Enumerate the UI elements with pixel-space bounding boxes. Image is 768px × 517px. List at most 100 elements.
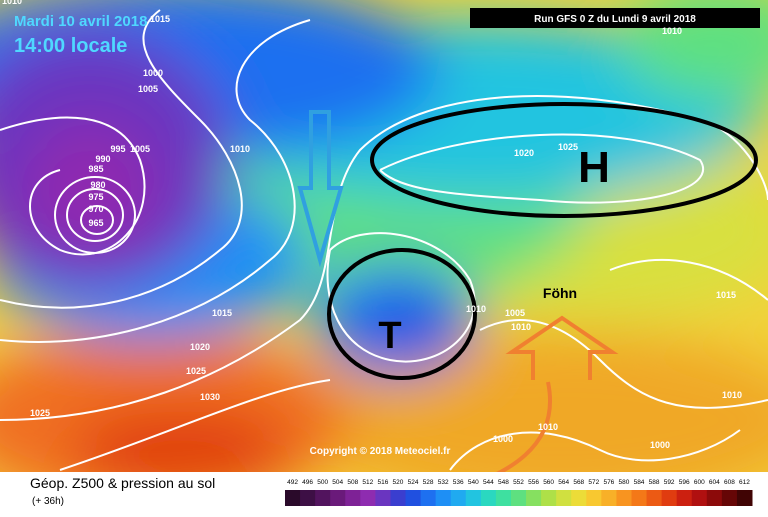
colorbar-swatch — [721, 490, 738, 506]
isobar-label: 990 — [95, 154, 110, 164]
colorbar-label: 508 — [347, 479, 358, 486]
isobar-label: 1015 — [212, 308, 232, 318]
colorbar-swatch — [315, 490, 331, 506]
colorbar-swatch — [526, 490, 542, 506]
colorbar-label: 596 — [679, 479, 690, 486]
colorbar-swatch — [390, 490, 407, 506]
isobar-label: 1000 — [143, 68, 163, 78]
colorbar-label: 556 — [528, 479, 539, 486]
time: 14:00 locale — [14, 35, 127, 57]
colorbar-swatch — [360, 490, 376, 506]
colorbar-swatch — [480, 490, 497, 506]
colorbar-swatch — [736, 490, 753, 506]
colorbar: 492 496 500 504 508 512 516 520 524 528 532 536 540 5… — [285, 479, 753, 506]
colorbar-swatch — [676, 490, 693, 506]
colorbar-label: 536 — [453, 479, 464, 486]
isobar-label: 975 — [88, 192, 103, 202]
colorbar-label: 604 — [709, 479, 720, 486]
colorbar-label: 528 — [423, 479, 434, 486]
colorbar-label: 548 — [498, 479, 509, 486]
isobar-label: 1005 — [130, 144, 150, 154]
isobar-label: 1020 — [514, 148, 534, 158]
colorbar-label: 540 — [468, 479, 479, 486]
colorbar-label: 544 — [483, 479, 494, 486]
colorbar-swatch — [450, 490, 467, 506]
colorbar-label: 608 — [724, 479, 735, 486]
colorbar-label: 520 — [393, 479, 404, 486]
copyright: Copyright © 2018 Meteociel.fr — [310, 446, 451, 457]
date: Mardi 10 avril 2018 — [14, 13, 147, 30]
colorbar-label: 572 — [588, 479, 599, 486]
isobar-label: 1000 — [650, 440, 670, 450]
colorbar-label: 496 — [302, 479, 313, 486]
colorbar-label: 592 — [664, 479, 675, 486]
colorbar-swatch — [345, 490, 361, 506]
colorbar-label: 516 — [377, 479, 388, 486]
isobar-label: 1000 — [493, 434, 513, 444]
colorbar-label: 492 — [287, 479, 298, 486]
isobar-label: 1010 — [511, 322, 531, 332]
colorbar-label: 504 — [332, 479, 343, 486]
colorbar-label: 576 — [603, 479, 614, 486]
colorbar-swatch — [285, 490, 301, 506]
isobar-label: 1025 — [558, 142, 578, 152]
colorbar-swatch — [616, 490, 632, 506]
colorbar-swatch — [510, 490, 527, 506]
isobar-label: 965 — [88, 218, 103, 228]
run-info: Run GFS 0 Z du Lundi 9 avril 2018 — [534, 14, 696, 25]
isobar-label: 1005 — [505, 308, 525, 318]
colorbar-swatch — [586, 490, 602, 506]
colorbar-swatch — [631, 490, 648, 506]
isobar-label: 1010 — [722, 390, 742, 400]
colorbar-label: 552 — [513, 479, 524, 486]
colorbar-label: 568 — [573, 479, 584, 486]
isobar-label: 1030 — [200, 392, 220, 402]
legend-title: Géop. Z500 & pression au sol — [30, 475, 215, 491]
colorbar-swatch — [465, 490, 482, 506]
low-label: T — [378, 315, 401, 357]
colorbar-swatch — [541, 490, 557, 506]
isobar-label: 980 — [90, 180, 105, 190]
pressure-systems — [327, 102, 758, 380]
colorbar-label: 612 — [739, 479, 750, 486]
flow-arrow — [297, 110, 344, 268]
isobar-label: 995 — [110, 144, 125, 154]
colorbar-label: 580 — [619, 479, 630, 486]
foehn-arrow — [505, 315, 619, 380]
colorbar-swatch — [300, 490, 316, 506]
isobar-label: 970 — [88, 204, 103, 214]
colorbar-label: 560 — [543, 479, 554, 486]
colorbar-swatch — [571, 490, 587, 506]
colorbar-swatch — [691, 490, 708, 506]
high-label: H — [578, 143, 610, 192]
isobar-label: 1010 — [662, 26, 682, 36]
colorbar-swatch — [435, 490, 452, 506]
colorbar-label: 588 — [649, 479, 660, 486]
isobar-label: 1015 — [716, 290, 736, 300]
isobar-label: 1015 — [150, 14, 170, 24]
colorbar-swatch — [495, 490, 512, 506]
colorbar-label: 564 — [558, 479, 569, 486]
isobar-label: 1005 — [138, 84, 158, 94]
colorbar-swatch — [706, 490, 723, 506]
isobar-label: 1020 — [190, 342, 210, 352]
colorbar-swatch — [661, 490, 678, 506]
isobar-label: 1010 — [2, 0, 22, 6]
colorbar-swatch — [405, 490, 422, 506]
colorbar-swatch — [556, 490, 572, 506]
isobar-label: 1010 — [466, 304, 486, 314]
isobar-label: 1025 — [186, 366, 206, 376]
colorbar-swatch — [375, 490, 391, 506]
run-box — [470, 8, 760, 28]
isobar-label: 985 — [88, 164, 103, 174]
colorbar-label: 532 — [438, 479, 449, 486]
isobar-label: 1010 — [230, 144, 250, 154]
isobar-label: 1025 — [30, 408, 50, 418]
colorbar-label: 524 — [408, 479, 419, 486]
legend-lead: (+ 36h) — [32, 496, 64, 507]
colorbar-swatch — [646, 490, 663, 506]
colorbar-label: 584 — [634, 479, 645, 486]
